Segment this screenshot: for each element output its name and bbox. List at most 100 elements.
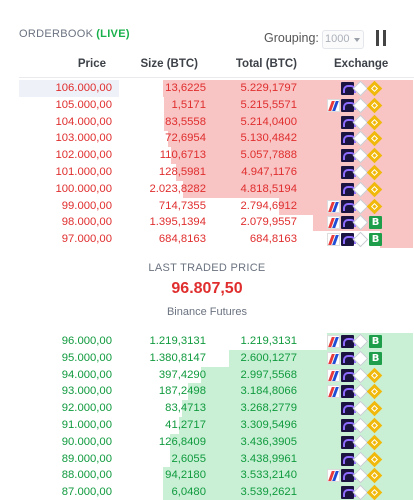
bid-row[interactable]: 90.000,00 126,8409 3.436,3905 (0, 433, 414, 451)
ask-row[interactable]: 99.000,00 714,7355 2.794,6912 (0, 197, 414, 215)
bid-row[interactable]: 96.000,00 1.219,3131 1.219,3131 B (0, 333, 414, 350)
ask-total: 5.214,0400 (240, 115, 297, 128)
column-header-size[interactable]: Size (BTC) (140, 58, 199, 70)
pause-icon-bar-left (376, 30, 379, 46)
ask-total: 2.079,9557 (240, 216, 297, 229)
bitmex-icon (327, 368, 340, 382)
bid-size: 1.380,8147 (149, 351, 206, 364)
kraken-icon (341, 132, 356, 146)
ask-row[interactable]: 102.000,00 110,6713 5.057,7888 (0, 147, 414, 165)
ask-size: 83,5558 (165, 115, 206, 128)
column-header-total[interactable]: Total (BTC) (235, 58, 297, 70)
ask-price: 102.000,00 (55, 149, 112, 162)
ask-price: 105.000,00 (55, 98, 112, 111)
ask-total: 2.794,6912 (240, 199, 297, 212)
bid-row[interactable]: 88.000,00 94,2180 3.533,2140 (0, 467, 414, 485)
pause-icon-bar-right (383, 30, 386, 46)
ask-price: 104.000,00 (55, 115, 112, 128)
bybit-icon: B (369, 216, 382, 230)
chevron-down-icon (354, 38, 360, 42)
ask-price: 100.000,00 (55, 182, 112, 195)
bid-price: 96.000,00 (61, 335, 112, 347)
bid-size: 83,4713 (165, 402, 206, 415)
ask-price: 99.000,00 (61, 199, 112, 212)
ask-price: 103.000,00 (55, 132, 112, 145)
last-traded-label: LAST TRADED PRICE (148, 262, 266, 274)
bid-price: 91.000,00 (61, 419, 112, 431)
ask-size: 1,5171 (171, 98, 206, 111)
orderbook-header: ORDERBOOK (LIVE) Grouping: 1000 (0, 0, 414, 52)
bid-total: 3.438,9961 (240, 452, 297, 465)
bid-total: 3.539,2621 (240, 486, 297, 499)
bid-row[interactable]: 94.000,00 397,4290 2.997,5568 (0, 366, 414, 384)
bid-price: 95.000,00 (61, 351, 112, 364)
bid-price: 93.000,00 (61, 385, 112, 398)
bid-row[interactable]: 91.000,00 41,2717 3.309,5496 (0, 417, 414, 434)
bid-row[interactable]: 87.000,00 6,0480 3.539,2621 (0, 484, 414, 500)
ask-size: 128,5981 (158, 166, 206, 178)
bid-size: 397,4290 (158, 368, 206, 381)
bid-total: 3.309,5496 (240, 419, 297, 431)
bid-size: 126,8409 (158, 435, 206, 448)
ask-total: 5.215,5571 (240, 98, 297, 111)
last-traded-exchange: Binance Futures (166, 306, 248, 318)
bid-total: 1.219,3131 (240, 335, 297, 347)
ask-price: 106.000,00 (55, 82, 112, 94)
bid-row[interactable]: 95.000,00 1.380,8147 2.600,1277 B (0, 349, 414, 367)
ask-price: 97.000,00 (61, 233, 112, 246)
column-header-price[interactable]: Price (77, 58, 106, 70)
last-traded-price: 96.807,50 (171, 280, 243, 297)
bitmex-icon (327, 469, 340, 483)
bitmex-icon (327, 335, 340, 348)
bid-row[interactable]: 92.000,00 83,4713 3.268,2779 (0, 400, 414, 418)
ask-total: 5.130,4842 (240, 132, 297, 145)
ask-depth-bar (380, 231, 413, 249)
ask-row[interactable]: 98.000,00 1.395,1394 2.079,9557 B (0, 214, 414, 232)
ask-price: 98.000,00 (61, 216, 112, 229)
bid-row[interactable]: 93.000,00 187,2498 3.184,8066 (0, 383, 414, 401)
orderbook-title: ORDERBOOK (LIVE) (19, 28, 130, 40)
bid-total: 3.268,2779 (240, 402, 297, 415)
ask-row[interactable]: 101.000,00 128,5981 4.947,1176 (0, 164, 414, 181)
bid-total: 3.436,3905 (240, 435, 297, 448)
bid-row[interactable]: 89.000,00 2,6055 3.438,9961 (0, 450, 414, 468)
ask-row[interactable]: 105.000,00 1,5171 5.215,5571 (0, 96, 414, 114)
bid-size: 1.219,3131 (149, 335, 206, 347)
ask-size: 110,6713 (159, 149, 206, 162)
kraken-icon (341, 469, 356, 483)
ask-total: 684,8163 (249, 233, 297, 246)
ask-total: 4.947,1176 (241, 166, 297, 178)
deribit-icon (352, 231, 369, 248)
ask-row[interactable]: 103.000,00 72,6954 5.130,4842 (0, 130, 414, 148)
ask-row[interactable]: 104.000,00 83,5558 5.214,0400 (0, 113, 414, 131)
ask-size: 1.395,1394 (149, 216, 206, 229)
ask-size: 714,7355 (158, 199, 206, 212)
ask-row[interactable]: 100.000,00 2.023,8282 4.818,5194 (0, 180, 414, 198)
orderbook-title-text: ORDERBOOK (19, 28, 94, 40)
column-header-exchange[interactable]: Exchange (334, 58, 389, 70)
ask-price: 101.000,00 (55, 166, 112, 178)
bid-price: 92.000,00 (61, 402, 112, 415)
pause-button[interactable] (375, 30, 387, 46)
kraken-icon (341, 216, 356, 230)
ask-size: 13,6225 (165, 82, 206, 94)
header-divider (19, 77, 414, 78)
bid-total: 2.600,1277 (240, 351, 297, 364)
bid-price: 87.000,00 (61, 486, 112, 499)
ask-total: 5.229,1797 (240, 82, 297, 94)
row-hover-highlight (19, 80, 119, 97)
bybit-icon: B (369, 351, 382, 365)
bid-depth-bar (229, 349, 413, 367)
grouping-label: Grouping: (264, 31, 319, 45)
bitmex-icon (327, 233, 340, 247)
bid-size: 41,2717 (165, 419, 206, 431)
grouping-value: 1000 (325, 33, 350, 45)
grouping-select[interactable]: 1000 (322, 30, 364, 49)
bid-price: 94.000,00 (61, 368, 112, 381)
bid-size: 187,2498 (158, 385, 206, 398)
ask-total: 5.057,7888 (240, 149, 297, 162)
ask-row[interactable]: 106.000,00 13,6225 5.229,1797 (0, 80, 414, 97)
ask-row[interactable]: 97.000,00 684,8163 684,8163 B (0, 231, 414, 249)
bitmex-icon (327, 385, 340, 399)
bitmex-icon (327, 351, 340, 365)
